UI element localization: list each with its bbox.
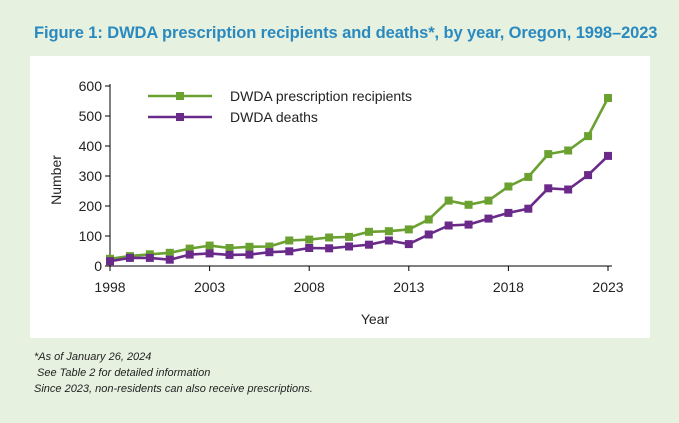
x-axis-label: Year <box>361 311 390 327</box>
x-tick-label: 2008 <box>294 279 325 295</box>
data-point <box>524 172 533 181</box>
data-point <box>524 204 533 213</box>
data-point <box>384 236 393 245</box>
data-point <box>165 248 174 257</box>
data-point <box>245 242 254 251</box>
data-point <box>165 255 174 264</box>
data-point <box>544 150 553 159</box>
series-line-0 <box>109 97 610 261</box>
data-point <box>604 151 612 160</box>
legend-swatch-marker <box>176 92 184 100</box>
chart-panel: 0 100 200 300 400 500 600 1998 2003 2008 2013 2018 2… <box>30 56 650 338</box>
data-point <box>564 185 573 194</box>
x-tick-label: 2018 <box>493 279 524 295</box>
data-point <box>205 249 214 258</box>
x-tick-label: 2023 <box>592 279 623 295</box>
footnote-nonresidents: Since 2023, non-residents can also recei… <box>34 383 313 395</box>
data-point <box>384 227 393 236</box>
legend-label: DWDA prescription recipients <box>230 88 412 104</box>
data-point <box>205 241 214 250</box>
y-tick-label: 500 <box>79 108 103 124</box>
data-point <box>345 242 354 251</box>
data-point <box>305 235 314 244</box>
footnote-date: *As of January 26, 2024 <box>34 351 152 363</box>
data-point <box>404 225 413 234</box>
data-point <box>225 250 234 259</box>
y-tick-label: 0 <box>94 258 102 274</box>
footnotes: *As of January 26, 2024 See Table 2 for … <box>34 349 313 397</box>
y-tick-label: 400 <box>79 138 103 154</box>
data-point <box>185 250 194 259</box>
data-point <box>305 244 314 252</box>
data-point <box>185 244 194 253</box>
data-point <box>285 236 294 245</box>
legend-swatch-marker <box>176 113 184 121</box>
data-point <box>504 182 513 191</box>
data-point <box>424 230 433 239</box>
y-tick-label: 600 <box>79 78 103 94</box>
data-point <box>364 227 373 236</box>
data-point <box>424 215 433 224</box>
data-point <box>584 171 593 180</box>
data-point <box>464 200 473 209</box>
data-point <box>265 248 274 257</box>
data-point <box>265 242 274 251</box>
figure-title: Figure 1: DWDA prescription recipients a… <box>34 24 658 42</box>
data-point <box>345 232 354 241</box>
data-point <box>464 220 473 229</box>
footnote-table-ref: See Table 2 for detailed information <box>34 367 211 379</box>
x-tick-label: 1998 <box>94 279 125 295</box>
data-point <box>604 94 612 102</box>
data-point <box>225 244 234 252</box>
data-point <box>145 253 154 262</box>
y-tick-label: 100 <box>79 228 103 244</box>
x-tick-label: 2003 <box>194 279 225 295</box>
data-point <box>364 240 373 249</box>
data-point <box>444 196 453 205</box>
data-point <box>125 253 134 262</box>
data-point <box>444 221 453 230</box>
data-point <box>285 247 294 256</box>
y-axis-label: Number <box>48 155 64 205</box>
data-point <box>106 257 114 266</box>
data-point <box>484 214 493 223</box>
data-point <box>325 244 334 253</box>
data-point <box>245 250 254 259</box>
data-point <box>584 132 593 141</box>
data-point <box>564 146 573 155</box>
legend-label: DWDA deaths <box>230 109 318 125</box>
data-point <box>404 240 413 249</box>
x-tick-label: 2013 <box>393 279 424 295</box>
y-tick-label: 200 <box>79 198 103 214</box>
line-chart: 0 100 200 300 400 500 600 1998 2003 2008 2013 2018 2… <box>48 78 624 327</box>
data-point <box>484 196 493 205</box>
data-point <box>325 233 334 242</box>
y-tick-label: 300 <box>79 168 103 184</box>
data-point <box>544 184 553 193</box>
data-point <box>504 208 513 217</box>
